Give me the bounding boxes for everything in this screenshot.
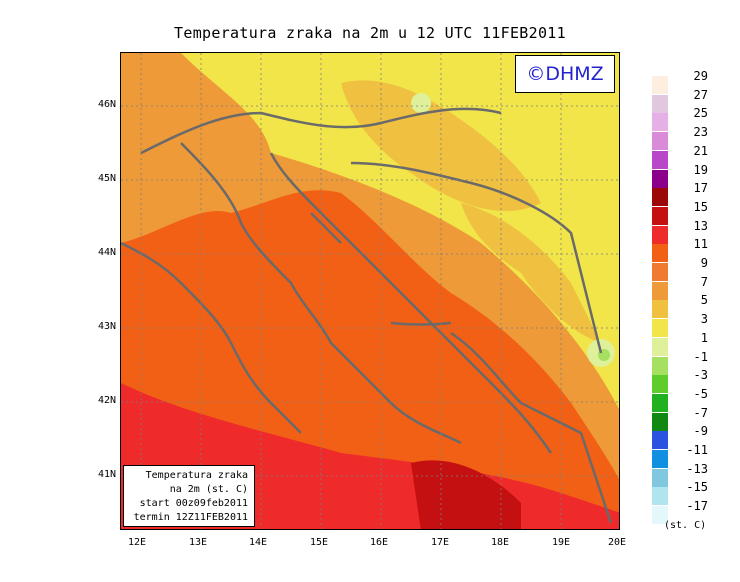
legend-label: -17 (686, 499, 708, 514)
legend-label: 27 (693, 87, 708, 102)
legend-swatch (652, 412, 668, 431)
lat-label-44n: 44N (97, 247, 116, 258)
dalmatian-coast (269, 152, 553, 454)
legend-swatch (652, 150, 668, 169)
legend-label: 1 (700, 330, 708, 345)
legend-label: 23 (693, 125, 708, 140)
info-line-4: termin 12Z11FEB2011 (133, 512, 248, 523)
legend-label: -9 (693, 424, 708, 439)
legend-label: 29 (693, 69, 708, 83)
dhmz-logo: ©DHMZ (515, 55, 615, 93)
legend-swatch (652, 132, 668, 151)
legend-swatch (652, 94, 668, 113)
legend-swatch (652, 206, 668, 225)
info-line-2: na 2m (st. C) (169, 484, 248, 495)
legend-swatch (652, 300, 668, 319)
lon-label-18e: 18E (490, 537, 510, 548)
mountain-patch-north (411, 93, 431, 113)
legend-swatch (652, 281, 668, 300)
info-line-3: start 00z09feb2011 (139, 498, 248, 509)
legend-label: 19 (693, 162, 708, 177)
lat-label-41n: 41N (97, 469, 116, 480)
temperature-field (121, 53, 619, 529)
cold-highland-patch (461, 203, 601, 343)
italian-coast (121, 241, 302, 434)
temperature-map: ©DHMZ Temperatura zraka na 2m (st. C) st… (120, 52, 620, 530)
info-box: Temperatura zraka na 2m (st. C) start 00… (123, 465, 255, 527)
legend-swatch (652, 487, 668, 506)
legend-label: -5 (693, 386, 708, 401)
lat-label-42n: 42N (97, 395, 116, 406)
legend-swatch (652, 356, 668, 375)
lat-label-43n: 43N (97, 321, 116, 332)
lon-label-19e: 19E (551, 537, 571, 548)
lon-label-14e: 14E (248, 537, 268, 548)
legend-label: -7 (693, 405, 708, 420)
legend-label: -15 (686, 480, 708, 495)
legend-label: 9 (700, 256, 708, 270)
legend-label: 15 (693, 199, 708, 214)
legend-swatch (652, 225, 668, 244)
hot-spot-albania (411, 460, 521, 529)
graticule (121, 53, 619, 529)
legend-swatch (652, 319, 668, 338)
cool-inland-patch (341, 80, 541, 212)
map-title: Temperatura zraka na 2m u 12 UTC 11FEB20… (174, 24, 566, 42)
legend-label: 21 (693, 143, 708, 158)
lat-label-46n: 46N (97, 99, 116, 110)
lon-label-17e: 17E (430, 537, 450, 548)
legend-swatch (652, 113, 668, 132)
legend-label: 11 (693, 237, 708, 252)
legend-units: (st. C) (664, 520, 707, 531)
legend-swatch (652, 450, 668, 468)
legend-swatch (652, 76, 668, 94)
lon-label-13e: 13E (188, 537, 208, 548)
coastline (180, 142, 462, 445)
legend-label: 5 (700, 293, 708, 308)
country-border-north (140, 107, 502, 155)
legend-swatch (652, 431, 668, 450)
country-border-bosnia (350, 161, 603, 354)
legend-label: -3 (693, 368, 708, 383)
lon-label-12e: 12E (127, 537, 147, 548)
lon-label-15e: 15E (309, 537, 329, 548)
legend-swatch (652, 244, 668, 263)
legend-swatch (652, 393, 668, 412)
legend-label: 7 (700, 274, 708, 289)
legend-swatch (652, 263, 668, 281)
legend-swatch (652, 188, 668, 207)
legend-label: 17 (693, 181, 708, 196)
legend-swatch (652, 375, 668, 394)
island-1 (310, 212, 342, 244)
legend-swatch (652, 468, 668, 487)
legend-swatch (652, 169, 668, 188)
legend-label: 13 (693, 218, 708, 233)
lon-label-20e: 20E (607, 537, 627, 548)
color-scale-legend: 29 27 25 23 21 19 17 15 13 11 9 7 5 3 1 -1 -3 -5 -7 -9 -11 -1… (652, 69, 722, 525)
legend-label: 3 (700, 312, 708, 327)
info-line-1: Temperatura zraka (145, 470, 248, 481)
lat-label-45n: 45N (97, 173, 116, 184)
legend-swatch (652, 337, 668, 356)
legend-label: 25 (693, 106, 708, 121)
legend-label: -13 (686, 461, 708, 476)
legend-label: -1 (693, 349, 708, 364)
legend-swatch (652, 506, 668, 525)
lon-label-16e: 16E (369, 537, 389, 548)
country-border-montenegro (450, 331, 613, 524)
legend-label: -11 (686, 443, 708, 457)
island-2 (390, 321, 452, 326)
